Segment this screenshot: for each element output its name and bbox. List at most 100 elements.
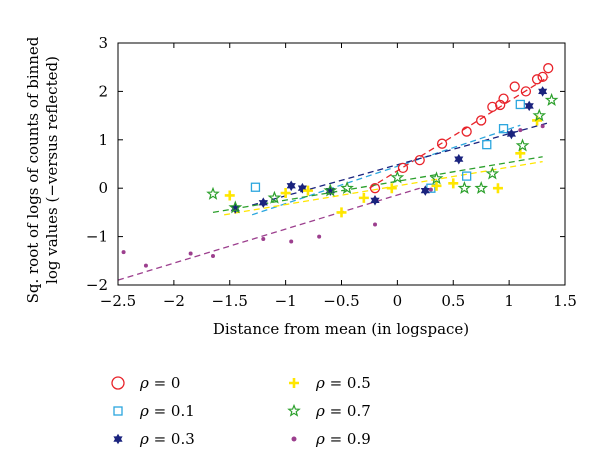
legend-marker-2 xyxy=(113,406,123,416)
data-point-s6-1 xyxy=(121,250,126,255)
data-point-s2-1 xyxy=(250,182,261,192)
data-point-s3-8 xyxy=(454,153,464,165)
data-point-s5-2 xyxy=(228,200,243,214)
data-point-s1-5 xyxy=(461,126,472,137)
data-point-s6-10 xyxy=(518,128,523,133)
data-point-s3-11 xyxy=(538,86,548,97)
plot-frame xyxy=(117,42,566,286)
legend-marker-1 xyxy=(111,376,125,390)
data-point-s3-3 xyxy=(286,180,296,192)
data-point-s1-6 xyxy=(476,115,487,126)
legend-label-4: ρ = 0.5 xyxy=(315,374,371,392)
legend-entry-6: ρ = 0.9 xyxy=(291,430,371,448)
data-point-s1-14 xyxy=(543,63,554,74)
data-point-s1-11 xyxy=(520,86,532,97)
data-point-s6-3 xyxy=(188,251,193,256)
data-point-s1-1 xyxy=(369,183,381,194)
fit-line-series-4 xyxy=(224,160,543,216)
fit-line-series-2 xyxy=(251,124,521,216)
legend-entry-2: ρ = 0.1 xyxy=(113,402,195,420)
data-point-s1-3 xyxy=(414,154,425,166)
data-point-s4-5 xyxy=(358,192,369,203)
data-point-s3-9 xyxy=(506,128,517,140)
data-point-s1-13 xyxy=(537,71,548,83)
legend-entry-5: ρ = 0.7 xyxy=(287,402,371,420)
data-point-s4-7 xyxy=(431,180,442,191)
data-point-s3-2 xyxy=(258,197,268,208)
data-point-s1-7 xyxy=(487,101,498,113)
data-point-s5-8 xyxy=(457,180,472,194)
x-tick-label: −2.5 xyxy=(100,292,136,310)
x-tick-label: −0.5 xyxy=(323,292,359,310)
x-tick-label: −2 xyxy=(163,292,185,310)
data-point-s5-7 xyxy=(429,171,444,185)
data-point-s2-3 xyxy=(462,171,472,181)
data-point-s5-11 xyxy=(515,138,530,152)
plot-area xyxy=(117,63,559,281)
y-tick-label: 0 xyxy=(98,179,108,197)
x-tick-label: 1 xyxy=(504,292,514,310)
x-tick-label: −1 xyxy=(275,292,297,310)
data-point-s1-12 xyxy=(531,74,543,85)
data-point-s6-4 xyxy=(210,253,215,258)
y-tick-label: 3 xyxy=(98,34,108,52)
data-point-s5-13 xyxy=(544,92,559,107)
legend-label-3: ρ = 0.3 xyxy=(139,430,195,448)
data-point-s1-10 xyxy=(509,81,520,92)
data-point-s5-3 xyxy=(267,190,282,204)
y-axis-label: Sq. root of logs of counts of binned log… xyxy=(24,36,61,303)
legend-marker-5 xyxy=(287,403,301,417)
data-point-s4-9 xyxy=(492,183,503,194)
legend-marker-3 xyxy=(113,433,123,445)
data-point-s4-6 xyxy=(386,183,397,194)
legend-marker-6 xyxy=(291,436,297,442)
data-point-s6-7 xyxy=(317,234,322,239)
data-point-s6-6 xyxy=(289,239,294,244)
legend-label-2: ρ = 0.1 xyxy=(139,402,195,420)
series-6-points xyxy=(121,124,545,268)
y-tick-label: 1 xyxy=(98,131,108,149)
data-point-s1-9 xyxy=(498,93,509,104)
legend-entry-3: ρ = 0.3 xyxy=(113,430,195,448)
data-point-s6-8 xyxy=(373,222,378,227)
series-5-points xyxy=(206,92,559,214)
data-point-s4-8 xyxy=(448,178,459,189)
data-point-s5-5 xyxy=(340,180,354,194)
legend-entry-4: ρ = 0.5 xyxy=(289,374,371,392)
data-point-s5-1 xyxy=(206,186,220,200)
data-point-s1-4 xyxy=(436,138,448,149)
x-tick-label: −1.5 xyxy=(212,292,248,310)
data-point-s3-6 xyxy=(370,195,380,206)
data-point-s2-4 xyxy=(482,139,492,150)
y-tick-label: −1 xyxy=(86,228,108,246)
x-tick-label: 0.5 xyxy=(441,292,465,310)
series-1-points xyxy=(369,63,554,194)
legend-label-1: ρ = 0 xyxy=(139,374,180,392)
fit-line-series-5 xyxy=(212,156,543,214)
x-axis-label: Distance from mean (in logspace) xyxy=(213,320,469,338)
data-point-s6-2 xyxy=(143,263,148,268)
data-point-s5-4 xyxy=(323,183,338,197)
data-point-s3-10 xyxy=(524,100,534,112)
legend-label-6: ρ = 0.9 xyxy=(315,430,371,448)
data-point-s4-4 xyxy=(336,207,347,218)
data-point-s2-6 xyxy=(515,99,525,110)
data-point-s3-7 xyxy=(420,185,430,196)
legend: ρ = 0 ρ = 0.1 ρ = 0.3 ρ = 0.5 ρ = 0.7 ρ = 0.9 xyxy=(111,374,371,448)
data-point-s5-9 xyxy=(474,180,489,194)
fit-line-series-6 xyxy=(117,187,420,281)
x-tick-label: 0 xyxy=(393,292,403,310)
y-tick-label: −2 xyxy=(86,276,108,294)
data-point-s5-6 xyxy=(390,170,405,184)
data-point-s6-11 xyxy=(540,124,545,129)
data-point-s5-10 xyxy=(485,166,500,180)
data-point-s2-5 xyxy=(498,124,509,134)
data-point-s6-5 xyxy=(261,237,266,242)
legend-entry-1: ρ = 0 xyxy=(111,374,180,392)
data-point-s4-2 xyxy=(280,188,291,199)
data-point-s1-8 xyxy=(495,99,506,111)
y-axis-label-line-2: log values (−versus reflected) xyxy=(43,56,61,284)
y-tick-label: 2 xyxy=(98,82,108,100)
